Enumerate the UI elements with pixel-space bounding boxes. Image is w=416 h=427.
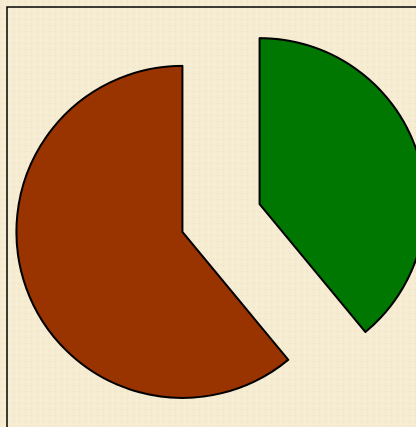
- frame: [6, 6, 416, 427]
- pie: [15, 37, 416, 399]
- pie-slice: [15, 64, 290, 399]
